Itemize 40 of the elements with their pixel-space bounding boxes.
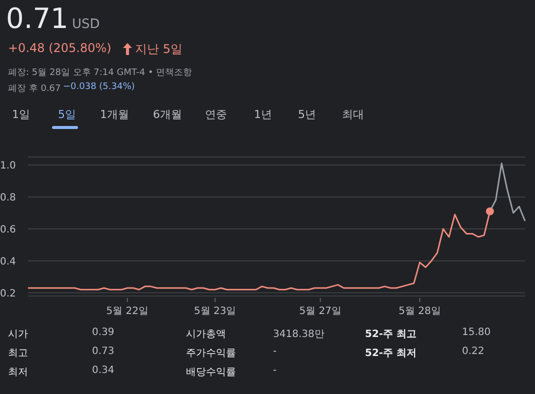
y-tick-label: 0.2	[0, 288, 16, 300]
chart-title: 0.71	[6, 2, 68, 35]
text: 폐장: 5월 28일 오후 7:14 GMT-4 • 면책조항	[8, 67, 192, 79]
text: -	[273, 365, 277, 376]
text: 시가총액	[186, 328, 226, 341]
x-tick-label: 5월 23일	[194, 306, 236, 317]
text: 주가수익률	[186, 347, 236, 360]
text: 1일	[12, 107, 30, 122]
y-tick-label: 0.8	[0, 192, 16, 204]
text: −0.038 (5.34%)	[63, 82, 135, 92]
text: 시가	[8, 328, 28, 341]
text: 52-주 최고	[365, 328, 417, 341]
y-tick-label: 1.0	[0, 160, 16, 172]
text: 3418.38만	[273, 328, 324, 341]
text: 최고	[8, 347, 28, 360]
text: 6개월	[153, 107, 182, 122]
text: USD	[72, 17, 100, 32]
x-tick-label: 5월 22일	[106, 306, 149, 317]
text: 1년	[254, 107, 272, 122]
text: 5년	[298, 107, 316, 122]
text: -	[273, 346, 277, 357]
y-tick-label: 0.4	[0, 256, 16, 268]
text: 연중	[205, 107, 227, 122]
text: 15.80	[462, 327, 491, 338]
text: 1개월	[100, 107, 129, 122]
text: +0.48 (205.80%)	[8, 41, 112, 55]
x-tick-label: 5월 28일	[398, 306, 441, 317]
text: 최대	[342, 107, 364, 122]
text: 5일	[58, 107, 76, 122]
x-tick-label: 5월 27일	[299, 306, 342, 317]
text: 폐장 후 0.67	[8, 83, 61, 95]
text: 0.34	[92, 365, 114, 376]
text: 최저	[8, 366, 28, 379]
text: 0.39	[92, 327, 114, 338]
y-tick-label: 0.6	[0, 224, 16, 236]
text: 0.73	[92, 346, 114, 357]
text: 0.22	[462, 346, 484, 357]
text: 배당수익률	[186, 366, 236, 379]
text: 지난 5일	[135, 41, 182, 58]
text: 52-주 최저	[365, 347, 417, 360]
